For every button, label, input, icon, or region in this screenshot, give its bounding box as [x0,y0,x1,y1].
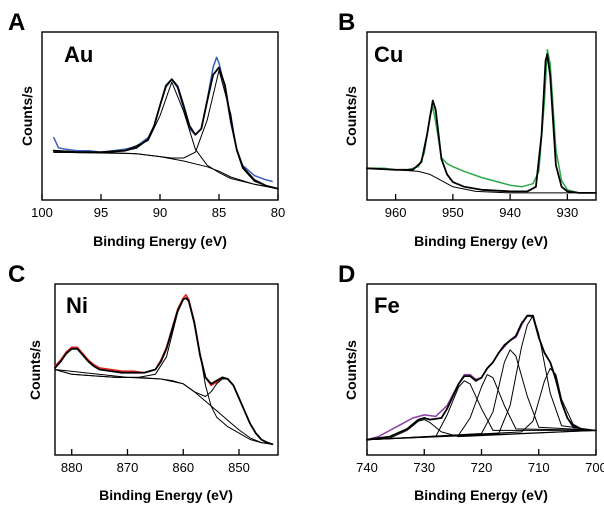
panel-c-plot: 880 870 860 850 [54,294,274,475]
panel-a-xlabel: Binding Energy (eV) [93,233,227,249]
x-tick-label: 930 [557,205,579,220]
series-data-line [366,314,586,441]
x-tick-label: 740 [356,460,378,475]
x-tick-label: 960 [385,205,407,220]
x-tick-label: 80 [271,205,285,220]
panel-d-plot: 740 730 720 710 700 [356,314,604,475]
series-component-line [54,297,273,445]
panel-b-ylabel: Counts/s [343,86,359,146]
panel-b: B Cu Counts/s Binding Energy (eV) 960 950… [338,9,597,249]
panel-a: A Au Counts/s Binding Energy (eV) 100 95 9… [8,9,285,249]
panel-c: C Ni Counts/s Binding Energy (eV) 880 870… [8,261,279,503]
series-component-line [54,369,273,445]
panel-c-ylabel: Counts/s [27,340,43,400]
series-component-line [366,374,597,441]
x-tick-label: 860 [172,460,194,475]
panel-a-plot: 100 95 90 85 80 [31,56,285,220]
series-envelope-line [366,53,597,194]
x-tick-label: 850 [228,460,250,475]
x-tick-label: 90 [153,205,167,220]
panel-a-element: Au [64,42,93,67]
panel-c-element: Ni [66,293,88,318]
series-data-line [366,48,597,194]
panel-b-element: Cu [374,42,403,67]
panel-a-ylabel: Counts/s [19,86,35,146]
panel-a-label: A [8,9,25,36]
x-tick-label: 730 [413,460,435,475]
x-tick-label: 720 [471,460,493,475]
series-background-line [366,167,597,194]
series-envelope-line [366,314,597,441]
panel-d-element: Fe [374,293,400,318]
series-component-line [53,81,279,190]
x-tick-label: 710 [528,460,550,475]
x-tick-label: 95 [94,205,108,220]
x-tick-label: 870 [117,460,139,475]
panel-c-xlabel: Binding Energy (eV) [99,487,233,503]
panel-c-label: C [8,261,25,288]
x-tick-label: 880 [61,460,83,475]
x-tick-label: 700 [585,460,604,475]
x-tick-label: 950 [442,205,464,220]
panel-d: D Fe Counts/s Binding Energy (eV) 740 730… [338,261,604,503]
panel-b-frame [366,31,597,201]
panel-d-xlabel: Binding Energy (eV) [414,487,548,503]
series-component-line [366,315,597,441]
x-tick-label: 100 [31,205,53,220]
series-component-line [53,69,279,190]
series-component-line [366,380,597,441]
series-component-line [366,349,597,441]
panel-b-label: B [338,9,355,36]
panel-b-plot: 960 950 940 930 [366,48,597,220]
series-data-line [53,56,273,183]
series-envelope-line [54,297,274,446]
x-tick-label: 940 [499,205,521,220]
panel-d-label: D [338,261,355,288]
panel-d-ylabel: Counts/s [343,340,359,400]
panel-c-frame [54,283,279,456]
panel-b-xlabel: Binding Energy (eV) [414,233,548,249]
x-tick-label: 85 [212,205,226,220]
